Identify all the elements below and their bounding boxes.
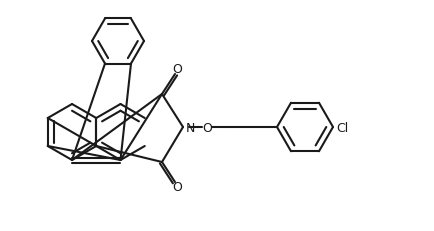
Text: O: O — [172, 63, 181, 76]
Text: O: O — [202, 121, 211, 134]
Text: N: N — [186, 121, 195, 134]
Text: Cl: Cl — [335, 121, 348, 134]
Text: O: O — [172, 181, 181, 194]
